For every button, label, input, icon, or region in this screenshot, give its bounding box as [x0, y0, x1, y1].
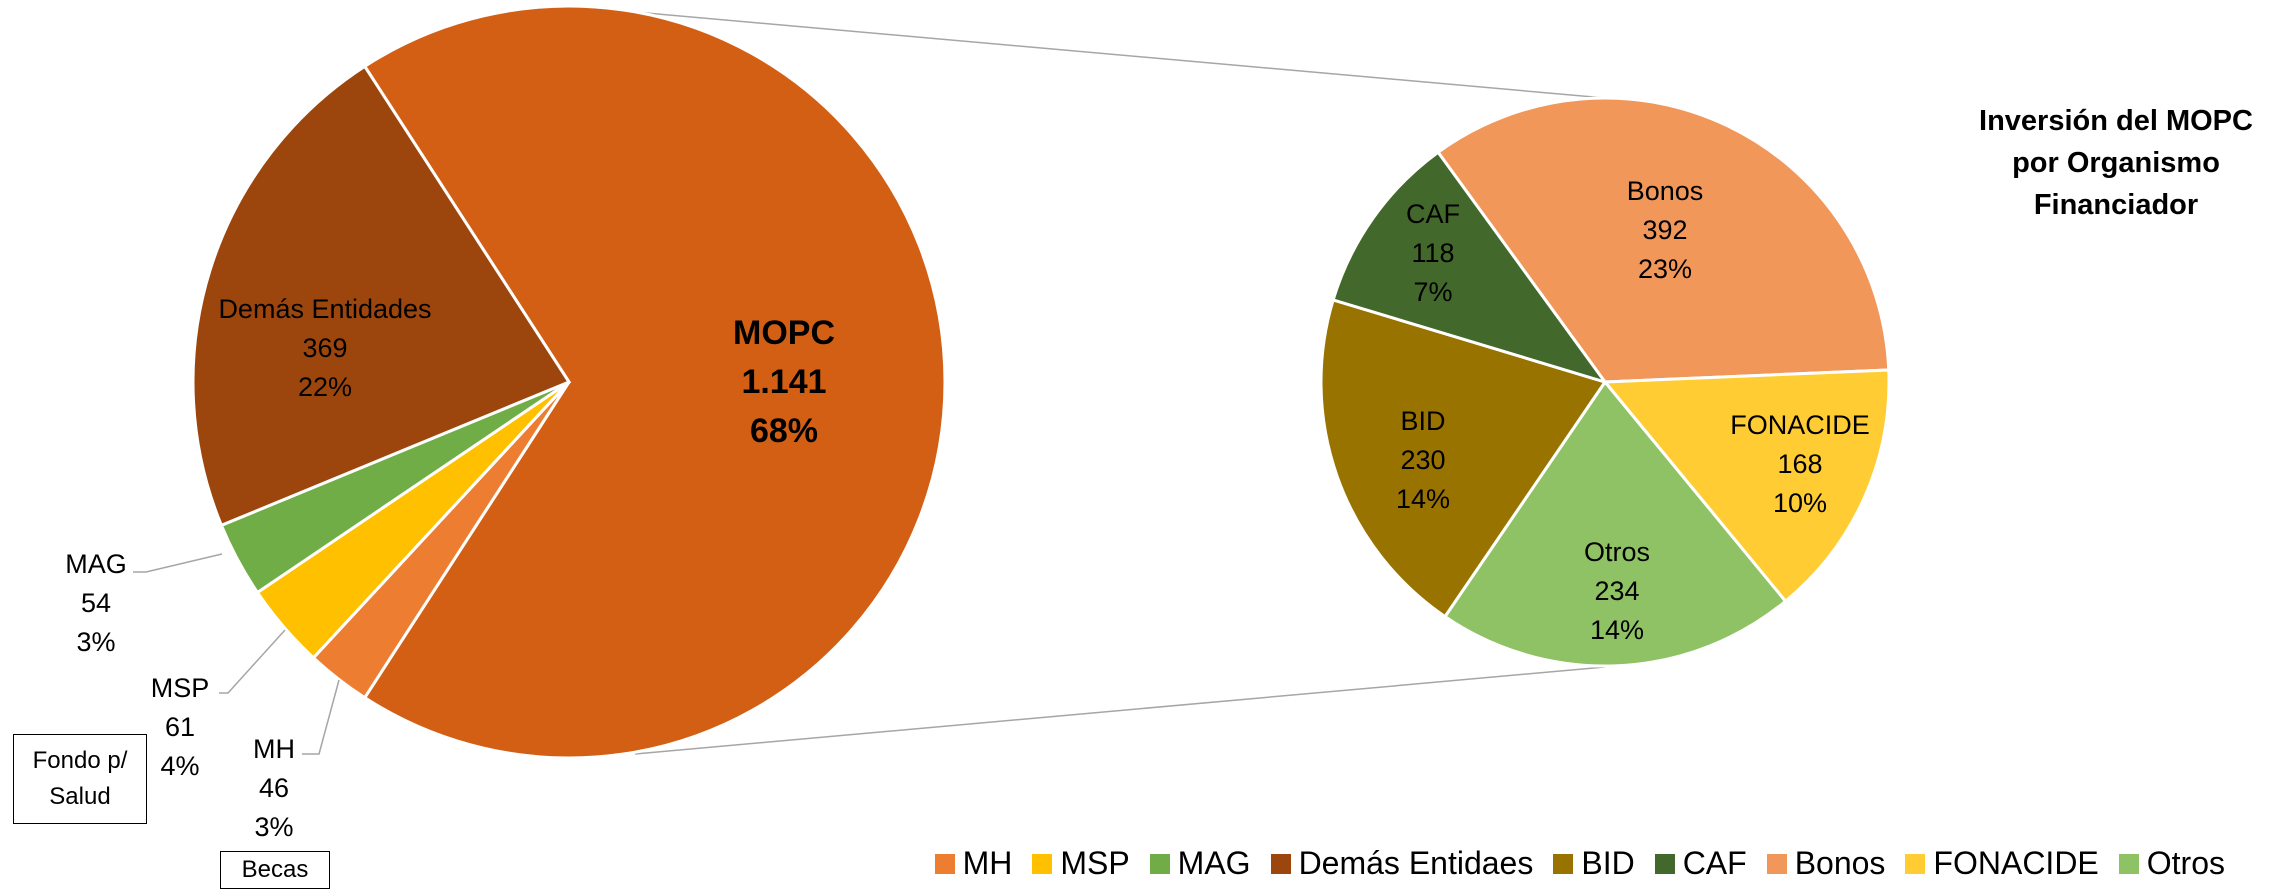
legend-label: MAG	[1177, 845, 1251, 881]
slice-label: FONACIDE	[1730, 410, 1870, 440]
connector-line	[634, 666, 1606, 755]
slice-value: 168	[1777, 449, 1822, 479]
legend-label: BID	[1581, 845, 1635, 881]
legend-item: Otros	[2118, 845, 2225, 882]
pie-slice	[1601, 368, 1891, 604]
pie-slice	[1319, 298, 1608, 619]
slice-label: MAG	[65, 549, 127, 579]
legend-label: MSP	[1060, 845, 1130, 881]
pie-slice	[1442, 379, 1788, 668]
slice-label: Bonos	[1627, 176, 1704, 206]
pie-slice	[1331, 150, 1609, 385]
slice-label: Otros	[1584, 537, 1650, 567]
slice-value: 46	[259, 773, 289, 803]
legend-swatch	[1905, 853, 1926, 874]
legend-swatch	[2118, 853, 2139, 874]
legend-label: Bonos	[1794, 845, 1886, 881]
slice-label: MOPC	[733, 314, 835, 352]
slice-value: 61	[165, 712, 195, 742]
slice-label: BID	[1400, 406, 1445, 436]
slice-value: 392	[1642, 215, 1687, 245]
chart-title: Inversión del MOPC por Organismo Financi…	[1979, 105, 2253, 221]
legend-swatch	[1766, 853, 1787, 874]
legend-item: FONACIDE	[1905, 845, 2099, 882]
slice-percent: 7%	[1413, 277, 1452, 307]
leader-line	[302, 679, 340, 755]
slice-value: 1.141	[741, 363, 826, 401]
slice-label: MSP	[151, 673, 210, 703]
legend-label: FONACIDE	[1933, 845, 2099, 881]
legend-item: Bonos	[1766, 845, 1886, 882]
legend: MH MSP MAG Demás Entidaes BID CAF Bonos FONACID…	[934, 845, 2225, 882]
slice-value: 369	[302, 333, 347, 363]
legend-label: CAF	[1682, 845, 1747, 881]
slice-label: MH	[253, 734, 295, 764]
slice-value: 234	[1594, 576, 1639, 606]
slice-label: Demás Entidades	[218, 294, 431, 324]
slice-label: CAF	[1406, 199, 1460, 229]
legend-item: MH	[934, 845, 1013, 882]
pie-slice	[1435, 96, 1891, 384]
legend-label: Otros	[2146, 845, 2225, 881]
slice-value: 54	[81, 588, 111, 618]
legend-swatch	[934, 853, 955, 874]
leader-line	[219, 629, 286, 694]
slice-percent: 3%	[76, 627, 115, 657]
slice-percent: 4%	[160, 751, 199, 781]
slice-percent: 22%	[298, 372, 352, 402]
slice-percent: 14%	[1590, 615, 1644, 645]
legend-swatch	[1270, 853, 1291, 874]
slice-percent: 10%	[1773, 488, 1827, 518]
legend-item: BID	[1553, 845, 1635, 882]
pie-slice	[362, 4, 947, 760]
slice-percent: 3%	[254, 812, 293, 842]
legend-swatch	[1149, 853, 1170, 874]
slice-value: 118	[1411, 238, 1454, 268]
slice-value: 230	[1400, 445, 1445, 475]
slice-percent: 14%	[1396, 484, 1450, 514]
pie-slice	[191, 64, 572, 528]
legend-item: MAG	[1149, 845, 1251, 882]
legend-swatch	[1032, 853, 1053, 874]
legend-item: MSP	[1032, 845, 1130, 882]
annotation: Becas	[220, 851, 330, 889]
leader-line	[133, 553, 223, 573]
legend-swatch	[1553, 853, 1574, 874]
legend-swatch	[1654, 853, 1675, 874]
slice-percent: 23%	[1638, 254, 1692, 284]
legend-item: CAF	[1654, 845, 1747, 882]
annotation: Fondo p/ Salud	[13, 734, 147, 824]
legend-label: MH	[962, 845, 1013, 881]
connector-line	[634, 11, 1606, 99]
slice-percent: 68%	[750, 412, 818, 450]
legend-label: Demás Entidaes	[1298, 845, 1534, 881]
legend-item: Demás Entidaes	[1270, 845, 1534, 882]
